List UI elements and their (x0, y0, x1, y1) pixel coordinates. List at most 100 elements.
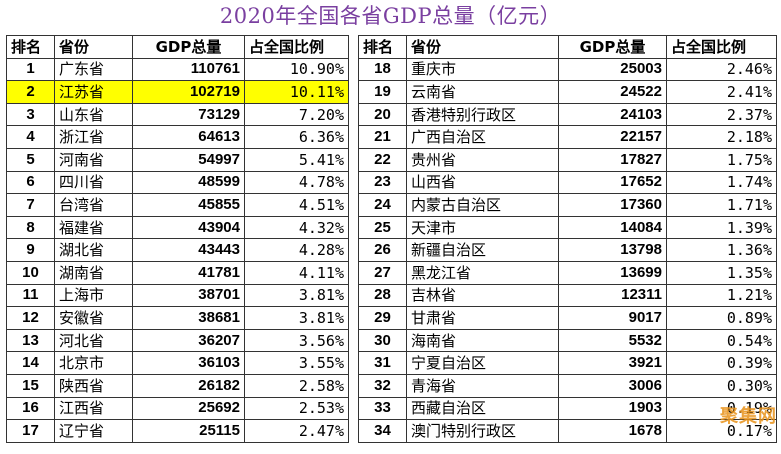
share-cell: 4.51% (244, 193, 349, 217)
gdp-cell: 24522 (558, 80, 667, 104)
rank-cell: 3 (6, 102, 55, 127)
rank-cell: 14 (6, 351, 55, 375)
gdp-cell: 36103 (132, 351, 245, 375)
share-cell: 0.30% (666, 373, 777, 398)
watermark-logo: 聚集网 (720, 406, 777, 427)
ranking-table-left: 排名 省份 GDP总量 占全国比例 1 广东省 110761 10.90% 2 江苏省 10… (6, 35, 349, 443)
province-cell: 广西自治区 (406, 125, 559, 149)
rank-cell: 24 (358, 193, 407, 217)
province-cell: 宁夏自治区 (406, 351, 559, 375)
table-row: 22 贵州省 17827 1.75% (358, 147, 777, 172)
province-cell: 澳门特别行政区 (406, 419, 559, 443)
gdp-cell: 13798 (558, 238, 667, 262)
rank-cell: 27 (358, 260, 407, 285)
rank-cell: 5 (6, 147, 55, 172)
province-cell: 陕西省 (54, 373, 133, 398)
province-cell: 安徽省 (54, 306, 133, 330)
table-row: 23 山西省 17652 1.74% (358, 170, 777, 195)
rank-cell: 9 (6, 238, 55, 262)
gdp-cell: 36207 (132, 328, 245, 353)
table-row: 1 广东省 110761 10.90% (6, 57, 349, 82)
share-cell: 2.58% (244, 373, 349, 398)
table-row: 14 北京市 36103 3.55% (6, 351, 349, 375)
table-row: 26 新疆自治区 13798 1.36% (358, 238, 777, 262)
province-cell: 西藏自治区 (406, 396, 559, 421)
province-cell: 江西省 (54, 396, 133, 421)
province-cell: 甘肃省 (406, 306, 559, 330)
gdp-cell: 54997 (132, 147, 245, 172)
share-cell: 1.74% (666, 170, 777, 195)
gdp-cell: 1903 (558, 396, 667, 421)
col-header-gdp: GDP总量 (558, 35, 667, 59)
rank-cell: 10 (6, 260, 55, 285)
province-cell: 黑龙江省 (406, 260, 559, 285)
province-cell: 云南省 (406, 80, 559, 104)
share-cell: 2.37% (666, 102, 777, 127)
rank-cell: 18 (358, 57, 407, 82)
ranking-table-right: 排名 省份 GDP总量 占全国比例 18 重庆市 25003 2.46% 19 云南省 24… (358, 35, 777, 443)
share-cell: 1.39% (666, 215, 777, 240)
province-cell: 吉林省 (406, 283, 559, 308)
gdp-cell: 38681 (132, 306, 245, 330)
chart-title: 2020年全国各省GDP总量（亿元） (219, 4, 562, 28)
share-cell: 3.55% (244, 351, 349, 375)
gdp-cell: 9017 (558, 306, 667, 330)
rank-cell: 33 (358, 396, 407, 421)
rank-cell: 29 (358, 306, 407, 330)
table-row: 8 福建省 43904 4.32% (6, 215, 349, 240)
province-cell: 四川省 (54, 170, 133, 195)
table-row: 18 重庆市 25003 2.46% (358, 57, 777, 82)
share-cell: 1.71% (666, 193, 777, 217)
rank-cell: 13 (6, 328, 55, 353)
share-cell: 2.46% (666, 57, 777, 82)
share-cell: 2.41% (666, 80, 777, 104)
table-row: 32 青海省 3006 0.30% (358, 373, 777, 398)
table-row: 11 上海市 38701 3.81% (6, 283, 349, 308)
gdp-cell: 43443 (132, 238, 245, 262)
rank-cell: 30 (358, 328, 407, 353)
gdp-cell: 64613 (132, 125, 245, 149)
province-cell: 山西省 (406, 170, 559, 195)
province-cell: 河北省 (54, 328, 133, 353)
table-header-row: 排名 省份 GDP总量 占全国比例 (6, 35, 349, 59)
share-cell: 1.75% (666, 147, 777, 172)
share-cell: 10.90% (244, 57, 349, 82)
rank-cell: 20 (358, 102, 407, 127)
province-cell: 重庆市 (406, 57, 559, 82)
gdp-cell: 17827 (558, 147, 667, 172)
province-cell: 海南省 (406, 328, 559, 353)
gdp-cell: 25692 (132, 396, 245, 421)
share-cell: 4.78% (244, 170, 349, 195)
gdp-cell: 3006 (558, 373, 667, 398)
share-cell: 2.47% (244, 419, 349, 443)
table-row: 21 广西自治区 22157 2.18% (358, 125, 777, 149)
province-cell: 山东省 (54, 102, 133, 127)
gdp-cell: 25115 (132, 419, 245, 443)
gdp-cell: 41781 (132, 260, 245, 285)
province-cell: 湖南省 (54, 260, 133, 285)
share-cell: 0.17% (666, 419, 777, 443)
rank-cell: 28 (358, 283, 407, 308)
share-cell: 3.56% (244, 328, 349, 353)
table-row: 29 甘肃省 9017 0.89% (358, 306, 777, 330)
share-cell: 1.35% (666, 260, 777, 285)
rank-cell: 32 (358, 373, 407, 398)
gdp-cell: 43904 (132, 215, 245, 240)
gdp-cell: 17360 (558, 193, 667, 217)
table-row: 24 内蒙古自治区 17360 1.71% (358, 193, 777, 217)
gdp-cell: 13699 (558, 260, 667, 285)
rank-cell: 23 (358, 170, 407, 195)
table-row: 20 香港特别行政区 24103 2.37% (358, 102, 777, 127)
gdp-cell: 26182 (132, 373, 245, 398)
province-cell: 福建省 (54, 215, 133, 240)
gdp-cell: 22157 (558, 125, 667, 149)
rank-cell: 6 (6, 170, 55, 195)
col-header-share: 占全国比例 (666, 35, 777, 59)
gdp-cell: 73129 (132, 102, 245, 127)
share-cell: 1.36% (666, 238, 777, 262)
col-header-rank: 排名 (358, 35, 407, 59)
share-cell: 6.36% (244, 125, 349, 149)
gdp-cell: 24103 (558, 102, 667, 127)
share-cell: 2.18% (666, 125, 777, 149)
table-row: 34 澳门特别行政区 1678 0.17% (358, 419, 777, 443)
